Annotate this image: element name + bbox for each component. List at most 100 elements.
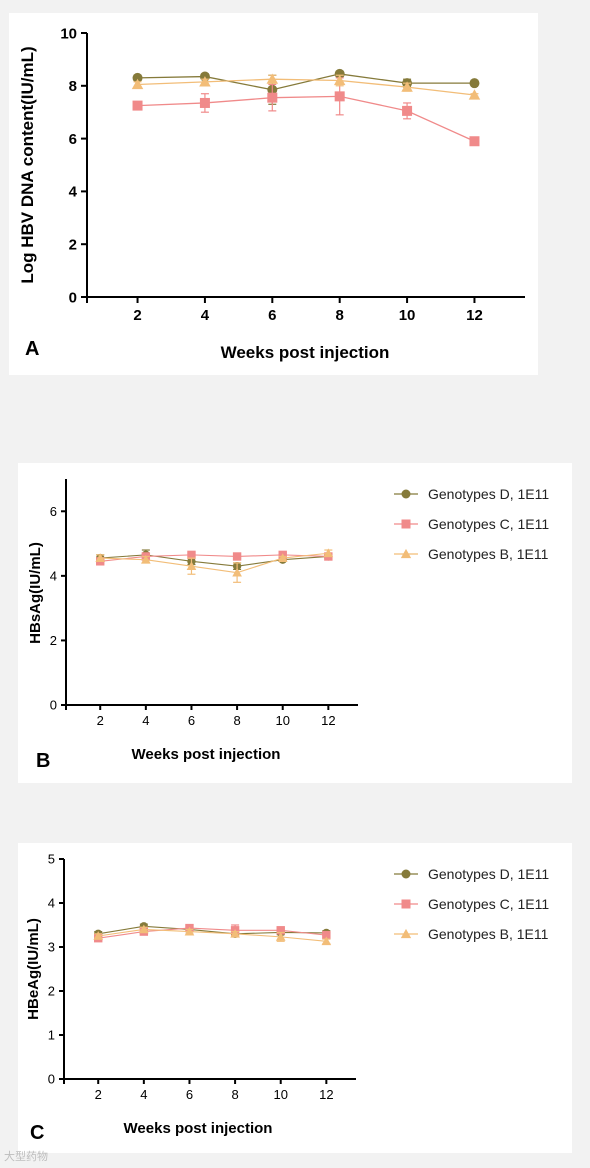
x-axis-title: Weeks post injection <box>221 343 390 362</box>
data-point <box>321 936 332 946</box>
x-tick-label: 6 <box>186 1087 193 1102</box>
series-line <box>100 554 329 562</box>
x-tick-label: 2 <box>97 713 104 728</box>
y-tick-label: 2 <box>50 633 57 648</box>
legend-label: Genotypes D, 1E11 <box>428 866 549 882</box>
data-point <box>139 924 149 934</box>
data-point <box>186 561 197 571</box>
y-axis-title: Log HBV DNA content(IU/mL) <box>18 46 37 283</box>
panel-a: 0 2 4 6 8 10 2 4 6 8 10 12 Weeks post injection Log H… <box>9 13 538 375</box>
y-axis-title: HBsAg(IU/mL) <box>27 542 44 644</box>
x-tick-label: 4 <box>201 307 210 324</box>
x-tick-label: 8 <box>231 1087 238 1102</box>
y-tick-label: 4 <box>48 896 55 911</box>
panel-letter: A <box>25 338 39 360</box>
data-point <box>184 926 195 936</box>
x-tick-label: 12 <box>321 713 335 728</box>
x-tick-label: 12 <box>466 307 483 324</box>
y-tick-label: 3 <box>48 940 55 955</box>
legend: Genotypes D, 1E11 Genotypes C, 1E11 Genoty… <box>394 486 549 562</box>
panel-letter: B <box>36 750 50 772</box>
y-tick-label: 0 <box>50 698 57 713</box>
series-line <box>100 552 329 574</box>
data-point <box>468 89 481 100</box>
x-tick-label: 4 <box>140 1087 147 1102</box>
data-point <box>199 76 211 87</box>
data-point <box>267 92 278 103</box>
data-point <box>132 100 143 111</box>
x-tick-label: 2 <box>133 307 141 324</box>
x-tick-label: 2 <box>95 1087 102 1102</box>
y-tick-label: 6 <box>69 131 77 148</box>
series-genotype-d <box>94 922 331 938</box>
legend-swatch-marker <box>400 928 412 939</box>
series-line <box>137 78 475 96</box>
legend-label: Genotypes B, 1E11 <box>428 546 549 562</box>
series-genotype-c <box>132 77 480 147</box>
legend: Genotypes D, 1E11 Genotypes C, 1E11 Genoty… <box>394 866 549 942</box>
data-point <box>93 931 104 940</box>
data-point <box>232 567 242 577</box>
y-tick-label: 6 <box>50 504 57 519</box>
watermark-text: 大型药物 <box>4 1150 48 1163</box>
x-tick-label: 8 <box>233 713 240 728</box>
y-tick-label: 2 <box>69 236 77 253</box>
legend-swatch-marker <box>401 519 411 529</box>
panel-letter: C <box>30 1122 44 1144</box>
legend-swatch-marker <box>400 548 412 559</box>
y-tick-label: 8 <box>69 78 77 95</box>
y-tick-label: 0 <box>69 289 77 306</box>
x-tick-label: 10 <box>275 713 289 728</box>
data-point <box>323 548 334 558</box>
series-line <box>137 95 475 142</box>
x-tick-label: 4 <box>142 713 149 728</box>
data-point <box>402 105 413 116</box>
x-tick-label: 10 <box>273 1087 287 1102</box>
series-genotype-b <box>95 548 334 583</box>
y-axis-title: HBeAg(IU/mL) <box>25 918 42 1020</box>
data-point <box>131 78 144 90</box>
x-tick-label: 10 <box>399 307 416 324</box>
legend-swatch-marker <box>401 869 411 879</box>
data-point <box>230 928 240 938</box>
y-tick-label: 2 <box>48 984 55 999</box>
legend-label: Genotypes B, 1E11 <box>428 926 549 942</box>
x-tick-label: 12 <box>319 1087 333 1102</box>
data-point <box>266 73 279 84</box>
y-tick-label: 0 <box>48 1072 55 1087</box>
data-point <box>275 932 286 941</box>
x-axis-title: Weeks post injection <box>124 1120 273 1137</box>
y-tick-label: 1 <box>48 1028 55 1043</box>
series-line <box>98 927 327 939</box>
data-point <box>199 97 210 108</box>
x-tick-label: 6 <box>268 307 276 324</box>
x-tick-label: 8 <box>336 307 344 324</box>
chart-a: 0 2 4 6 8 10 2 4 6 8 10 12 Weeks post injection Log H… <box>18 25 525 362</box>
x-tick-label: 6 <box>188 713 195 728</box>
series-line <box>98 925 327 935</box>
y-tick-label: 4 <box>69 184 78 201</box>
series-line <box>100 554 329 567</box>
series-genotype-b <box>93 924 332 946</box>
x-axis-title: Weeks post injection <box>132 746 281 763</box>
series-line <box>98 928 327 942</box>
data-point <box>469 136 480 147</box>
data-point <box>322 930 331 940</box>
data-point <box>469 78 480 89</box>
panel-c: 0 1 2 3 4 5 2 4 6 8 10 12 Weeks post injection HBeAg(… <box>18 843 572 1153</box>
data-point <box>277 553 288 562</box>
legend-label: Genotypes C, 1E11 <box>428 516 549 532</box>
legend-swatch-marker <box>401 899 411 909</box>
legend-label: Genotypes D, 1E11 <box>428 486 549 502</box>
series-genotype-d <box>132 68 480 105</box>
data-point <box>334 91 345 102</box>
data-point <box>132 72 143 83</box>
series-genotype-d <box>96 549 333 571</box>
panel-b: 0 2 4 6 2 4 6 8 10 12 Weeks post injection HBsAg(IU… <box>18 463 572 783</box>
series-genotype-b <box>131 73 481 100</box>
data-point <box>95 553 106 562</box>
legend-swatch-marker <box>401 489 411 499</box>
data-point <box>401 81 413 92</box>
data-point <box>333 74 346 86</box>
